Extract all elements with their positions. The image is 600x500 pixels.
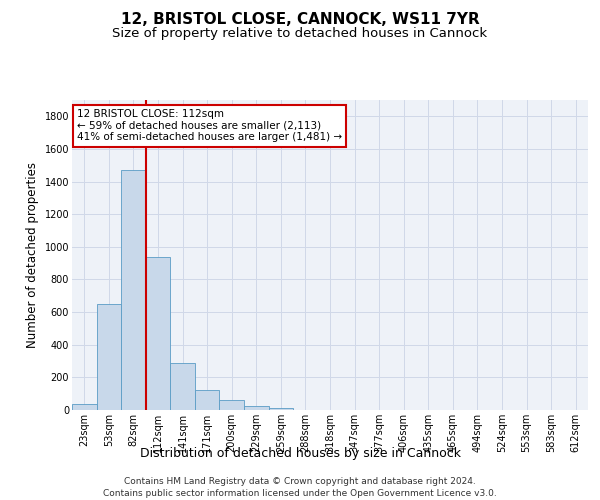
Bar [244,406,269,410]
Bar [170,362,195,410]
Bar [97,304,121,410]
Bar [195,390,220,410]
Text: 12, BRISTOL CLOSE, CANNOCK, WS11 7YR: 12, BRISTOL CLOSE, CANNOCK, WS11 7YR [121,12,479,28]
Text: Distribution of detached houses by size in Cannock: Distribution of detached houses by size … [139,448,461,460]
Bar [121,170,146,410]
Text: 12 BRISTOL CLOSE: 112sqm
← 59% of detached houses are smaller (2,113)
41% of sem: 12 BRISTOL CLOSE: 112sqm ← 59% of detach… [77,110,342,142]
Bar [269,408,293,410]
Bar [72,404,97,410]
Y-axis label: Number of detached properties: Number of detached properties [26,162,39,348]
Text: Contains public sector information licensed under the Open Government Licence v3: Contains public sector information licen… [103,489,497,498]
Bar [146,258,170,410]
Text: Contains HM Land Registry data © Crown copyright and database right 2024.: Contains HM Land Registry data © Crown c… [124,478,476,486]
Text: Size of property relative to detached houses in Cannock: Size of property relative to detached ho… [112,28,488,40]
Bar [220,400,244,410]
